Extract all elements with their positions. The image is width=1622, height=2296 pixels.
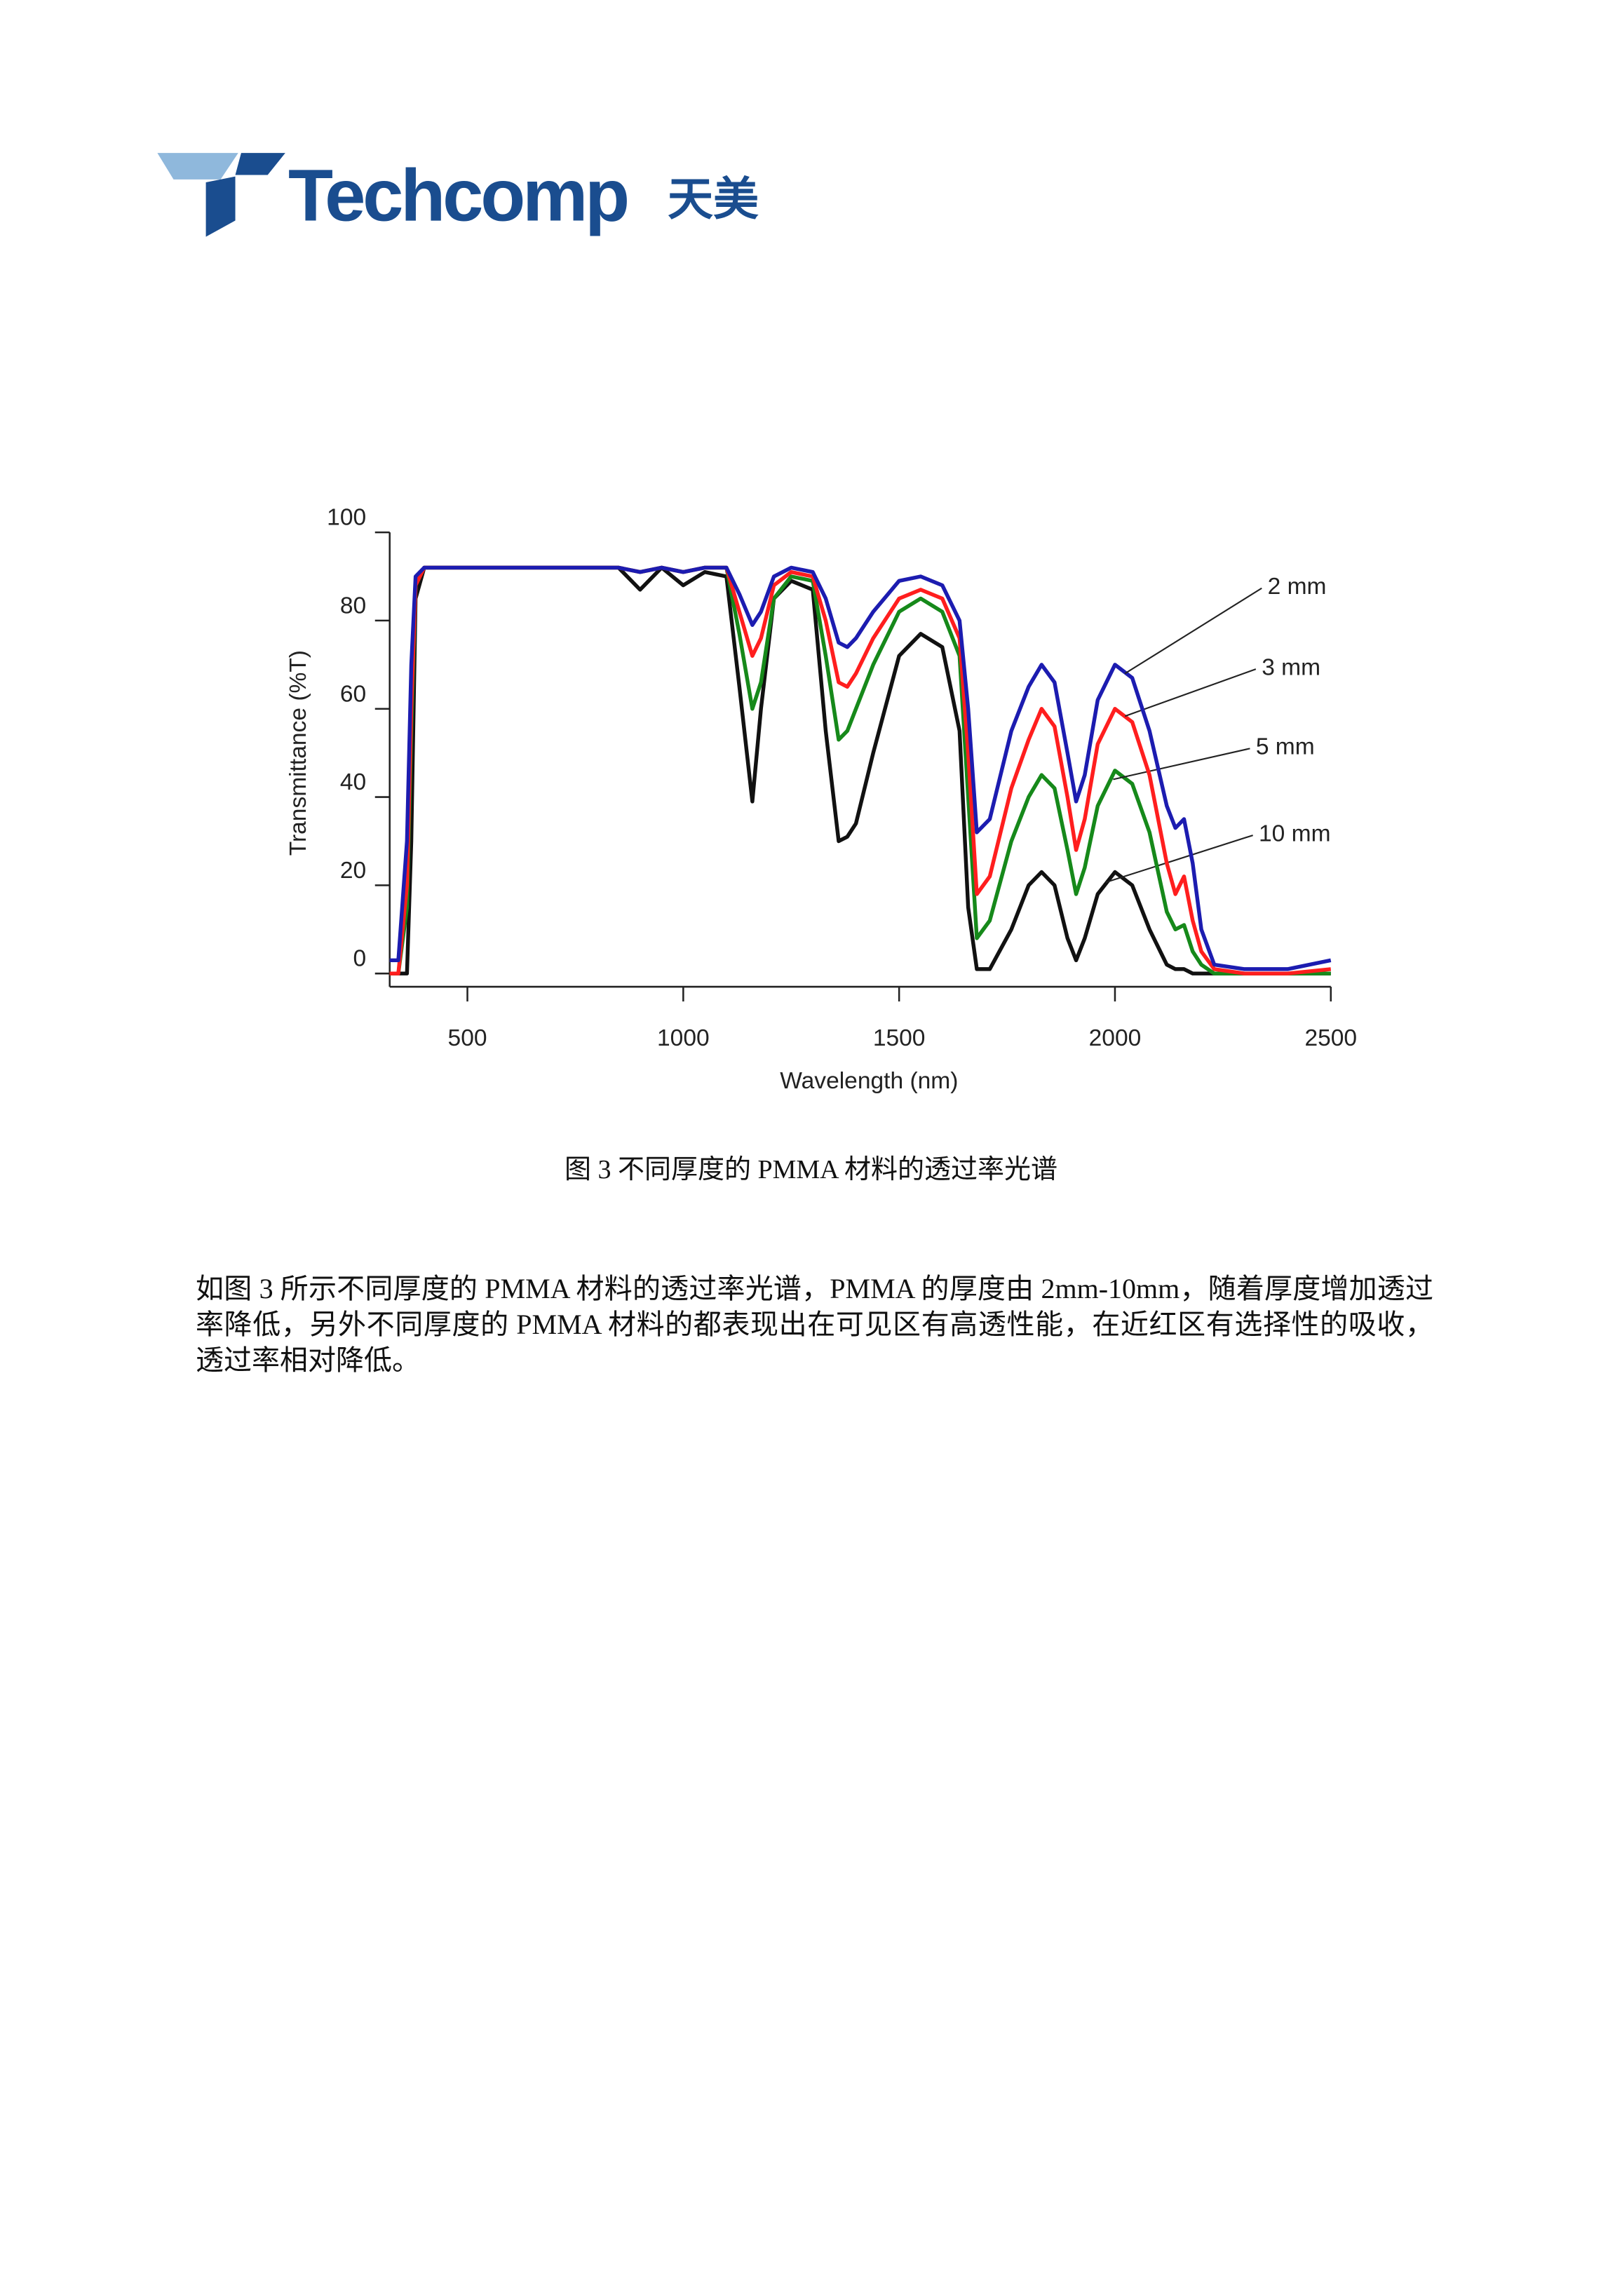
x-axis-label: Wavelength (nm) — [780, 1068, 958, 1094]
logo-text: Techcomp — [288, 155, 627, 237]
y-axis-label: Transmittance (%T) — [285, 650, 311, 856]
series-line — [389, 565, 1332, 971]
series-line — [389, 565, 1331, 975]
x-tick-label: 1500 — [873, 1025, 926, 1051]
logo-mark — [205, 176, 236, 237]
leader-line — [1124, 668, 1257, 717]
logo-chinese: 天美 — [668, 173, 759, 224]
y-tick-label: 80 — [340, 593, 366, 619]
x-tick-label: 2500 — [1304, 1025, 1357, 1051]
paragraph: 如图 3 所示不同厚度的 PMMA 材料的透过率光谱，PMMA 的厚度由 2mm… — [196, 1273, 1433, 1376]
caption: 图 3 不同厚度的 PMMA 材料的透过率光谱 — [564, 1155, 1058, 1184]
y-tick-label: 0 — [353, 946, 366, 972]
logo-mark — [235, 153, 285, 175]
leader-line — [1113, 748, 1250, 781]
y-tick-label: 20 — [340, 858, 366, 884]
logo: Techcomp 天美 — [157, 153, 759, 237]
chart: 0 20 40 60 80 100 500 1000 1500 2000 2500 Wavelengt… — [285, 505, 1357, 1094]
series-label: 2 mm — [1268, 574, 1327, 600]
x-tick-label: 1000 — [657, 1025, 710, 1051]
y-tick-label: 100 — [327, 505, 366, 531]
leader-line — [1124, 587, 1262, 675]
x-tick-label: 500 — [448, 1025, 487, 1051]
y-tick-label: 60 — [340, 681, 366, 707]
logo-mark — [157, 153, 238, 180]
series-label: 3 mm — [1262, 655, 1320, 681]
y-tick-label: 40 — [340, 769, 366, 795]
leader-line — [1105, 835, 1253, 884]
series-label: 5 mm — [1256, 734, 1315, 760]
series-label: 10 mm — [1259, 821, 1331, 846]
x-tick-label: 2000 — [1089, 1025, 1142, 1051]
